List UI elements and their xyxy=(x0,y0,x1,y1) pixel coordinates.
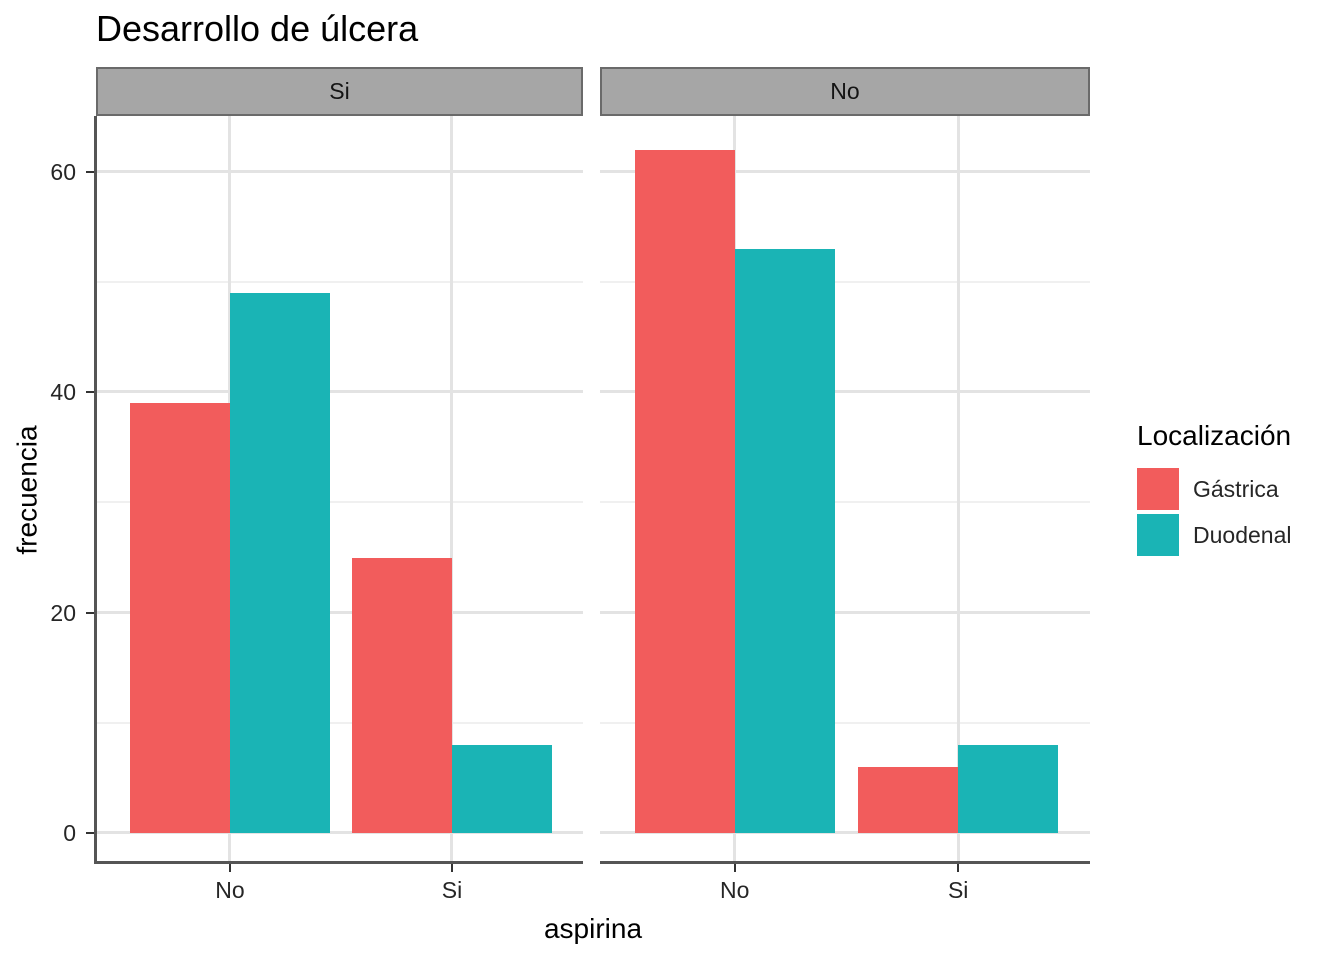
gridline-major xyxy=(96,169,583,173)
gridline-major xyxy=(600,169,1090,173)
y-tick-label: 40 xyxy=(50,379,76,406)
x-tick-mark xyxy=(733,864,736,872)
y-axis-title: frecuencia xyxy=(12,424,43,555)
gridline-major xyxy=(96,831,583,834)
bar-duodenal-no xyxy=(734,248,835,833)
legend-item-gastrica: Gástrica xyxy=(1137,468,1337,510)
bar-duodenal-si xyxy=(958,744,1059,833)
facet-strip-no: No xyxy=(600,67,1090,116)
gridline-major xyxy=(96,610,583,614)
y-tick-label: 60 xyxy=(50,158,76,185)
gridline-vertical xyxy=(956,116,960,863)
legend-label: Gástrica xyxy=(1193,475,1279,502)
y-axis-line xyxy=(94,116,97,863)
gridline-major xyxy=(600,390,1090,394)
x-tick-mark xyxy=(228,864,231,872)
gridline-vertical xyxy=(450,116,454,863)
x-tick-label: No xyxy=(215,877,245,903)
x-tick-label: No xyxy=(720,877,750,903)
bar-gástrica-si xyxy=(351,557,452,833)
facet-strip-si: Si xyxy=(96,67,583,116)
gridline-major xyxy=(600,610,1090,614)
bar-duodenal-no xyxy=(229,293,330,833)
y-tick-label: 0 xyxy=(63,820,76,846)
gridline-minor xyxy=(600,721,1090,724)
chart-title: Desarrollo de úlcera xyxy=(96,8,419,49)
bar-duodenal-si xyxy=(451,744,552,833)
legend: Localización Gástrica Duodenal xyxy=(1137,420,1337,560)
legend-swatch-duodenal xyxy=(1137,514,1179,556)
legend-title: Localización xyxy=(1137,420,1292,451)
gridline-minor xyxy=(96,721,583,724)
bar-gástrica-si xyxy=(858,766,959,833)
gridline-minor xyxy=(96,501,583,504)
legend-swatch-gastrica xyxy=(1137,468,1179,510)
y-tick-mark xyxy=(86,391,94,394)
x-tick-label: Si xyxy=(947,877,969,903)
y-tick-mark xyxy=(86,170,94,173)
x-tick-label: Si xyxy=(441,877,463,903)
gridline-minor xyxy=(96,281,583,283)
plot-panel-si xyxy=(96,116,583,863)
gridline-major xyxy=(96,390,583,394)
x-axis-title: aspirina xyxy=(543,913,643,944)
legend-label: Duodenal xyxy=(1193,521,1292,548)
bar-gástrica-no xyxy=(129,403,230,833)
gridline-minor xyxy=(600,281,1090,283)
gridline-minor xyxy=(600,501,1090,504)
y-tick-mark xyxy=(86,832,94,834)
y-tick-mark xyxy=(86,611,94,614)
x-axis-line-right-panel xyxy=(600,861,1090,864)
gridline-major xyxy=(600,831,1090,834)
plot-panel-no xyxy=(600,116,1090,863)
legend-item-duodenal: Duodenal xyxy=(1137,514,1337,556)
x-tick-mark xyxy=(450,864,453,872)
bar-gástrica-no xyxy=(634,149,735,833)
facet-strip-label: Si xyxy=(329,78,350,104)
x-tick-mark xyxy=(957,864,960,872)
x-axis-line-left-panel xyxy=(94,861,583,864)
facet-strip-label: No xyxy=(830,78,860,104)
y-tick-label: 20 xyxy=(50,599,76,626)
